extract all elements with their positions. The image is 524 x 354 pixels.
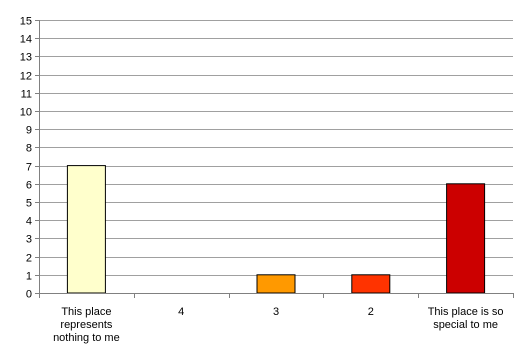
- x-tick-label-line: 4: [178, 306, 184, 318]
- axes: [35, 20, 514, 298]
- y-tick-label: 5: [26, 198, 32, 210]
- y-tick-label: 6: [26, 180, 32, 192]
- gridlines: [39, 20, 513, 276]
- x-tick-label: 3: [273, 306, 279, 318]
- x-tick-label: 4: [178, 306, 184, 318]
- x-tick-label: This place is so special to me: [428, 306, 504, 331]
- bar: [66, 165, 106, 294]
- x-tick-label-line: 3: [273, 306, 279, 318]
- x-tick-label-line: special to me: [433, 319, 498, 331]
- y-tick-label: 4: [26, 216, 32, 228]
- x-tick-label-line: 2: [368, 306, 374, 318]
- y-tick-label: 14: [20, 34, 32, 46]
- y-tick-label: 15: [20, 16, 32, 28]
- x-axis-tick-labels: This place represents nothing to me 4 3 2 This…: [53, 306, 503, 344]
- x-tick-label-line: This place: [61, 306, 111, 318]
- y-tick-label: 12: [20, 71, 32, 83]
- y-tick-label: 10: [20, 107, 32, 119]
- y-tick-label: 11: [21, 89, 32, 101]
- x-tick-label: This place represents nothing to me: [53, 306, 120, 344]
- y-tick-label: 3: [26, 234, 32, 246]
- bar: [351, 274, 391, 294]
- x-tick-label-line: nothing to me: [53, 332, 120, 344]
- y-tick-label: 2: [26, 253, 32, 265]
- bar: [256, 274, 296, 294]
- y-tick-label: 8: [26, 143, 32, 155]
- x-tick-label-line: This place is so: [428, 306, 504, 318]
- y-tick-label: 1: [26, 271, 32, 283]
- y-tick-label: 13: [20, 52, 32, 64]
- x-tick-label-line: represents: [60, 319, 112, 331]
- x-tick-label: 2: [368, 306, 374, 318]
- y-tick-label: 0: [26, 289, 32, 301]
- bar: [446, 183, 486, 294]
- bars: [66, 165, 486, 294]
- y-tick-label: 7: [26, 162, 32, 174]
- y-tick-label: 9: [26, 125, 32, 137]
